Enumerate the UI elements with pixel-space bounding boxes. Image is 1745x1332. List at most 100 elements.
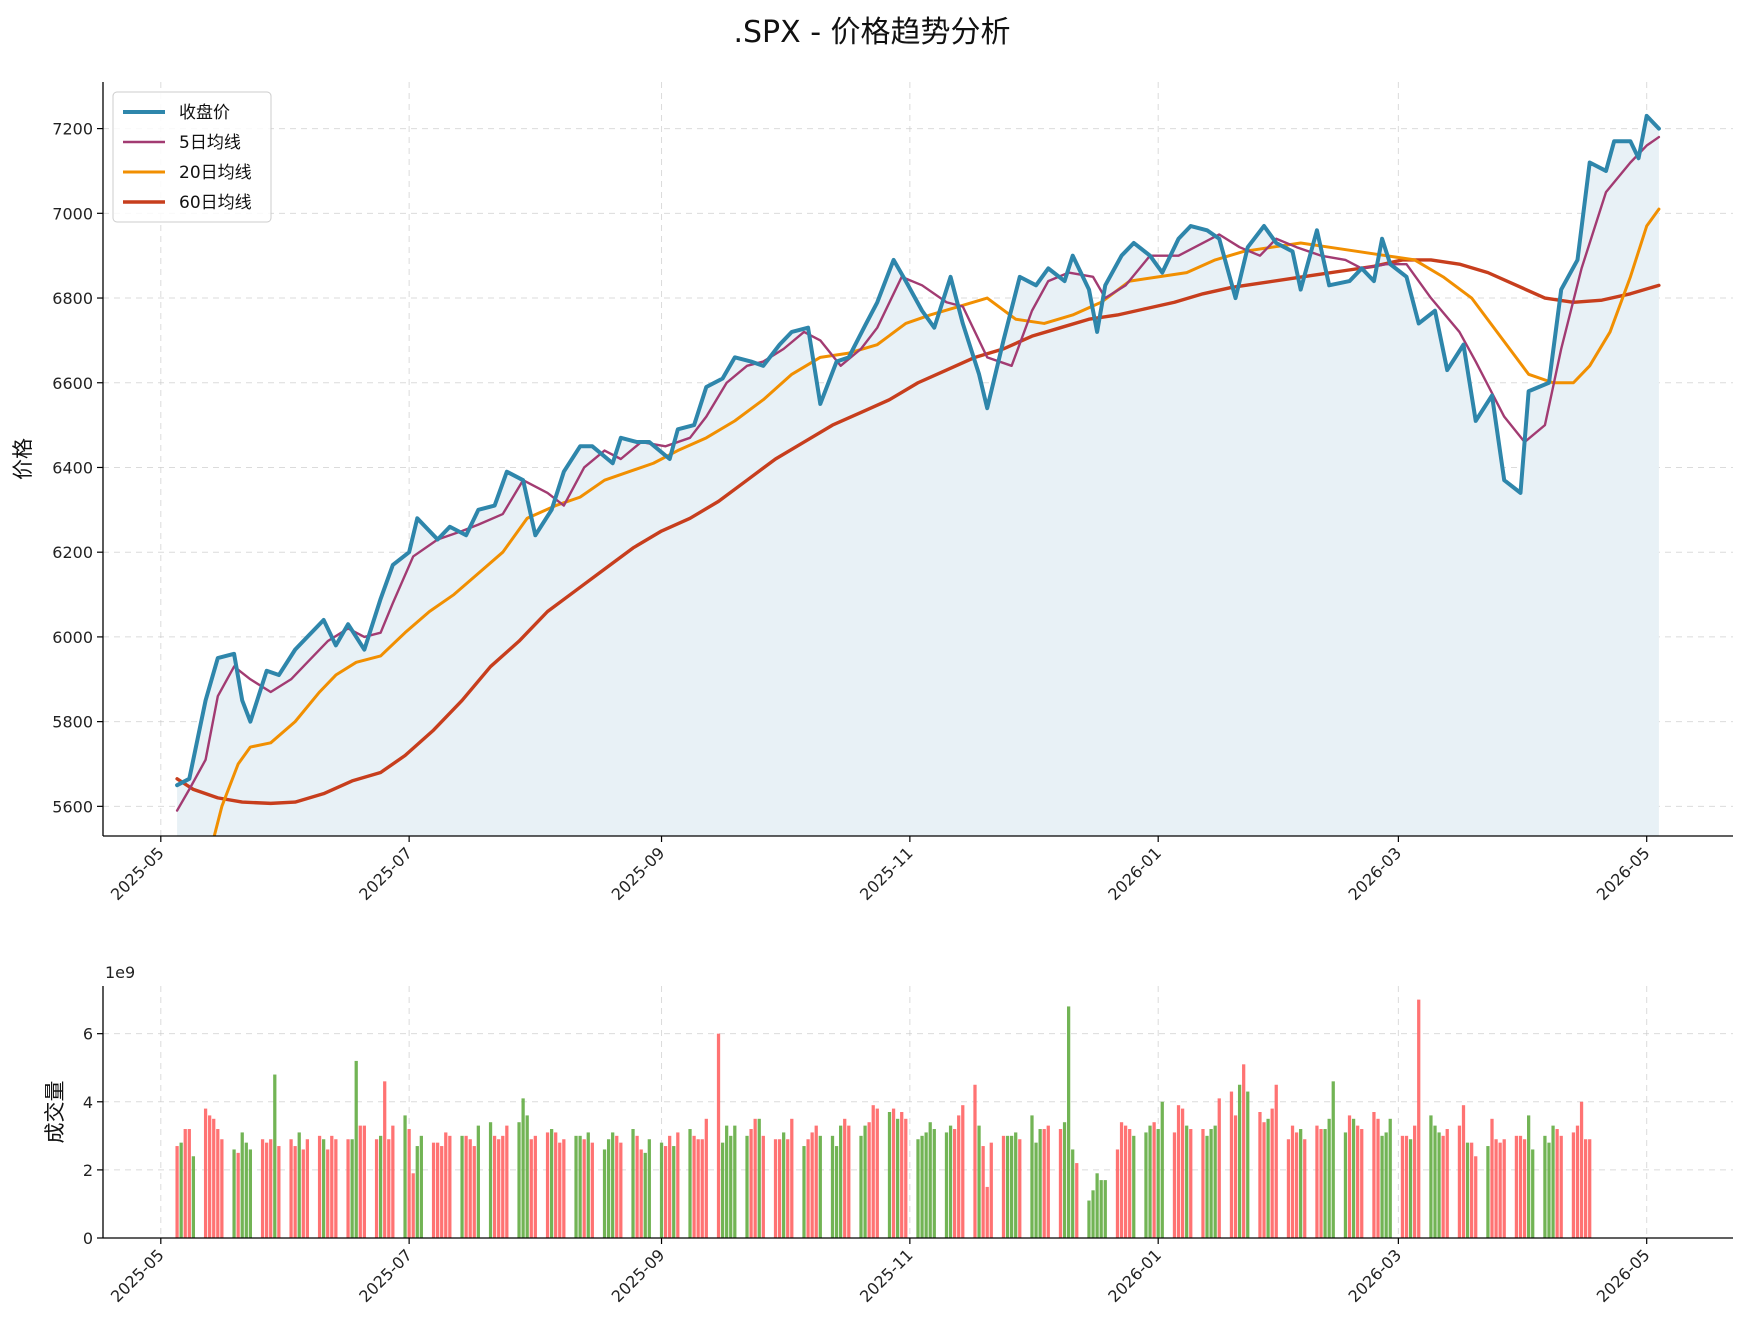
price-x-tick-label: 2025-05 — [107, 843, 168, 904]
volume-bar — [1303, 1139, 1307, 1238]
volume-bar — [1351, 1118, 1356, 1238]
volume-bar — [1465, 1142, 1470, 1238]
volume-bar — [725, 1125, 729, 1238]
price-x-tick-label: 2025-09 — [608, 843, 669, 904]
volume-bar — [704, 1118, 708, 1238]
volume-bar — [1144, 1132, 1148, 1238]
volume-bar — [492, 1135, 497, 1238]
volume-bar — [924, 1132, 928, 1238]
volume-bar — [1531, 1149, 1535, 1238]
volume-bar — [700, 1139, 704, 1238]
volume-bar — [1299, 1129, 1303, 1238]
volume-bar — [659, 1142, 664, 1238]
volume-bar — [834, 1146, 839, 1238]
volume-bar — [1201, 1129, 1205, 1238]
price-y-tick-label: 6600 — [52, 374, 93, 393]
volume-bar — [643, 1152, 647, 1238]
volume-bar — [1062, 1122, 1067, 1238]
volume-y-tick-label: 6 — [83, 1025, 93, 1044]
volume-bar — [175, 1146, 179, 1238]
volume-bar — [440, 1146, 444, 1238]
volume-bar — [1555, 1129, 1559, 1238]
volume-bar — [1571, 1132, 1576, 1238]
volume-bar — [830, 1135, 835, 1238]
volume-bar — [1408, 1139, 1413, 1238]
volume-bar — [1095, 1173, 1099, 1238]
price-y-axis-label: 价格 — [11, 438, 35, 480]
volume-bar — [1262, 1122, 1266, 1238]
volume-bar — [346, 1139, 350, 1238]
volume-bar — [1058, 1129, 1063, 1238]
volume-y-ticks: 0 2 4 6 — [83, 1025, 103, 1248]
close-area-fill — [177, 115, 1659, 836]
price-y-tick-label: 6400 — [52, 458, 93, 477]
volume-bar — [1290, 1125, 1295, 1238]
volume-bar — [1384, 1132, 1388, 1238]
volume-bar — [545, 1132, 550, 1238]
volume-bar — [1229, 1091, 1234, 1238]
volume-bar — [350, 1139, 354, 1238]
volume-bar — [606, 1139, 611, 1238]
volume-x-ticks: 2025-05 2025-07 2025-09 2025-11 2026-01 2026-… — [107, 1238, 1654, 1306]
volume-bar — [635, 1135, 639, 1238]
volume-bar — [326, 1149, 330, 1238]
volume-bar — [1010, 1135, 1014, 1238]
volume-bar — [407, 1129, 411, 1238]
volume-bar — [1584, 1139, 1588, 1238]
volume-bar — [1522, 1139, 1527, 1238]
volume-bar — [1400, 1135, 1405, 1238]
volume-bar — [1018, 1139, 1022, 1238]
volume-bar — [549, 1129, 554, 1238]
volume-bar — [322, 1139, 326, 1238]
price-y-tick-label: 7200 — [52, 120, 93, 139]
volume-x-tick-label: 2026-05 — [1593, 1245, 1654, 1306]
volume-bar — [317, 1135, 322, 1238]
volume-bar — [415, 1146, 419, 1238]
volume-bar — [1433, 1125, 1437, 1238]
volume-bar — [749, 1129, 753, 1238]
volume-bar — [810, 1132, 814, 1238]
volume-bar — [1588, 1139, 1592, 1238]
volume-bar — [533, 1135, 537, 1238]
volume-bar — [814, 1125, 818, 1238]
volume-bar — [729, 1135, 733, 1238]
volume-bar — [839, 1125, 843, 1238]
volume-bar — [1071, 1149, 1075, 1238]
volume-bar — [1441, 1135, 1445, 1238]
volume-bar — [521, 1098, 525, 1238]
volume-bar — [554, 1132, 558, 1238]
volume-bar — [1180, 1108, 1185, 1238]
volume-bar — [916, 1139, 920, 1238]
volume-bar — [1185, 1125, 1189, 1238]
volume-bar — [1502, 1139, 1506, 1238]
volume-bar — [806, 1139, 810, 1238]
volume-bar — [1091, 1190, 1095, 1238]
volume-bar — [1217, 1098, 1221, 1238]
volume-y-axis-label: 成交量 — [43, 1081, 67, 1144]
volume-bar — [647, 1139, 651, 1238]
volume-bar — [501, 1135, 505, 1238]
volume-bar — [529, 1139, 533, 1238]
volume-bar — [944, 1132, 949, 1238]
ma20-line — [212, 207, 1661, 836]
volume-bar — [802, 1146, 806, 1238]
volume-bar — [586, 1132, 590, 1238]
volume-bar — [847, 1125, 851, 1238]
volume-bar — [277, 1146, 281, 1238]
volume-bar — [985, 1186, 989, 1238]
volume-bar — [1315, 1125, 1319, 1238]
volume-bar — [1474, 1156, 1478, 1238]
volume-bar — [716, 1033, 721, 1238]
volume-bar — [468, 1139, 472, 1238]
volume-bar — [1294, 1132, 1299, 1238]
volume-bar — [619, 1142, 623, 1238]
volume-bar — [1034, 1142, 1038, 1238]
volume-bar — [1559, 1135, 1563, 1238]
volume-y-tick-label: 2 — [83, 1161, 93, 1180]
volume-bar — [1461, 1105, 1466, 1238]
legend-label: 20日均线 — [179, 163, 252, 183]
price-y-ticks: 5600 5800 6000 6200 6400 6600 6800 7000 7200 — [52, 120, 103, 816]
volume-bar — [578, 1135, 582, 1238]
volume-bar — [1172, 1132, 1177, 1238]
